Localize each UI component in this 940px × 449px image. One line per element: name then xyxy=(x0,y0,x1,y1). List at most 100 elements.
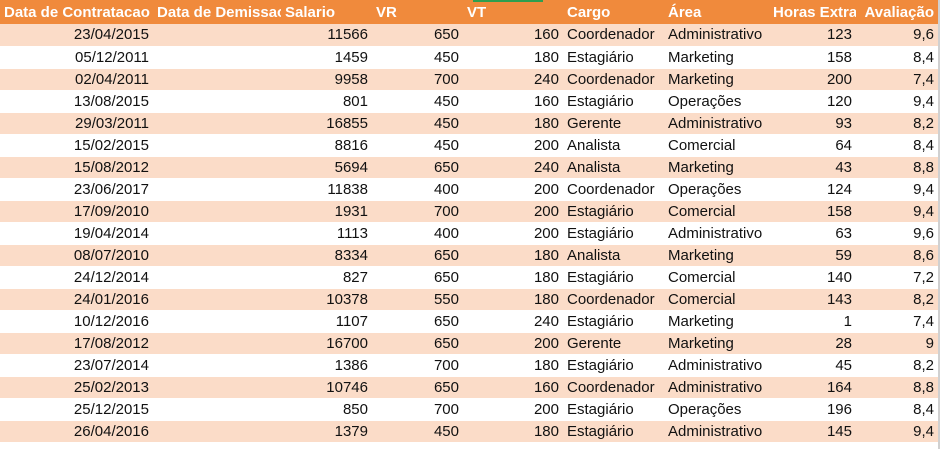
cell-area[interactable]: Comercial xyxy=(664,134,769,157)
cell-data-contratacao[interactable]: 26/04/2016 xyxy=(0,420,153,443)
cell-salario[interactable]: 1386 xyxy=(281,354,372,377)
cell-cargo[interactable]: Coordenador xyxy=(563,376,664,399)
cell-salario[interactable]: 8334 xyxy=(281,244,372,267)
cell-data-demissao[interactable] xyxy=(153,178,281,201)
cell-area[interactable]: Marketing xyxy=(664,332,769,355)
cell-avaliacao[interactable]: 7,4 xyxy=(856,68,938,91)
header-cargo[interactable]: Cargo xyxy=(563,0,664,24)
cell-data-demissao[interactable] xyxy=(153,46,281,69)
cell-avaliacao[interactable]: 9,6 xyxy=(856,24,938,47)
cell-area[interactable]: Marketing xyxy=(664,244,769,267)
cell-avaliacao[interactable]: 9,4 xyxy=(856,200,938,223)
cell-vt[interactable]: 240 xyxy=(463,68,563,91)
cell-salario[interactable]: 1931 xyxy=(281,200,372,223)
cell-data-demissao[interactable] xyxy=(153,134,281,157)
cell-avaliacao[interactable]: 8,8 xyxy=(856,376,938,399)
cell-avaliacao[interactable]: 8,4 xyxy=(856,46,938,69)
cell-area[interactable]: Marketing xyxy=(664,68,769,91)
cell-avaliacao[interactable]: 9,4 xyxy=(856,178,938,201)
cell-area[interactable]: Marketing xyxy=(664,46,769,69)
cell-horas-extras[interactable]: 143 xyxy=(769,288,856,311)
header-horas-extras[interactable]: Horas Extras xyxy=(769,0,856,24)
cell-horas-extras[interactable]: 158 xyxy=(769,200,856,223)
cell-horas-extras[interactable]: 63 xyxy=(769,222,856,245)
cell-cargo[interactable]: Estagiário xyxy=(563,46,664,69)
cell-vt[interactable]: 180 xyxy=(463,244,563,267)
cell-vt[interactable]: 240 xyxy=(463,310,563,333)
cell-horas-extras[interactable]: 28 xyxy=(769,332,856,355)
cell-data-demissao[interactable] xyxy=(153,420,281,443)
cell-cargo[interactable]: Gerente xyxy=(563,112,664,135)
cell-salario[interactable]: 10746 xyxy=(281,376,372,399)
cell-cargo[interactable]: Estagiário xyxy=(563,420,664,443)
cell-data-contratacao[interactable]: 15/08/2012 xyxy=(0,156,153,179)
cell-area[interactable]: Comercial xyxy=(664,288,769,311)
cell-cargo[interactable]: Estagiário xyxy=(563,310,664,333)
cell-avaliacao[interactable]: 7,2 xyxy=(856,266,938,289)
cell-area[interactable]: Administrativo xyxy=(664,24,769,47)
cell-data-demissao[interactable] xyxy=(153,398,281,421)
cell-vt[interactable]: 200 xyxy=(463,200,563,223)
cell-salario[interactable]: 1379 xyxy=(281,420,372,443)
cell-data-contratacao[interactable]: 19/04/2014 xyxy=(0,222,153,245)
cell-vr[interactable]: 650 xyxy=(372,376,463,399)
cell-horas-extras[interactable]: 124 xyxy=(769,178,856,201)
cell-salario[interactable]: 827 xyxy=(281,266,372,289)
cell-horas-extras[interactable]: 93 xyxy=(769,112,856,135)
cell-vr[interactable]: 450 xyxy=(372,90,463,113)
cell-horas-extras[interactable]: 164 xyxy=(769,376,856,399)
cell-vt[interactable]: 160 xyxy=(463,376,563,399)
cell-avaliacao[interactable]: 8,4 xyxy=(856,134,938,157)
cell-cargo[interactable]: Analista xyxy=(563,156,664,179)
cell-vr[interactable]: 450 xyxy=(372,46,463,69)
cell-cargo[interactable]: Estagiário xyxy=(563,398,664,421)
cell-horas-extras[interactable]: 120 xyxy=(769,90,856,113)
cell-data-demissao[interactable] xyxy=(153,222,281,245)
cell-area[interactable]: Administrativo xyxy=(664,420,769,443)
cell-data-demissao[interactable] xyxy=(153,310,281,333)
cell-vt[interactable]: 180 xyxy=(463,288,563,311)
cell-vr[interactable]: 700 xyxy=(372,354,463,377)
cell-data-contratacao[interactable]: 17/08/2012 xyxy=(0,332,153,355)
header-avaliacao[interactable]: Avaliação xyxy=(856,0,938,24)
cell-horas-extras[interactable]: 1 xyxy=(769,310,856,333)
cell-salario[interactable]: 1113 xyxy=(281,222,372,245)
cell-cargo[interactable]: Estagiário xyxy=(563,266,664,289)
cell-vr[interactable]: 700 xyxy=(372,200,463,223)
cell-data-demissao[interactable] xyxy=(153,244,281,267)
cell-data-demissao[interactable] xyxy=(153,24,281,47)
cell-horas-extras[interactable]: 43 xyxy=(769,156,856,179)
cell-data-contratacao[interactable]: 23/07/2014 xyxy=(0,354,153,377)
cell-avaliacao[interactable]: 8,8 xyxy=(856,156,938,179)
cell-vt[interactable]: 200 xyxy=(463,222,563,245)
cell-avaliacao[interactable]: 8,2 xyxy=(856,112,938,135)
cell-data-demissao[interactable] xyxy=(153,200,281,223)
cell-vr[interactable]: 650 xyxy=(372,266,463,289)
cell-data-contratacao[interactable]: 10/12/2016 xyxy=(0,310,153,333)
cell-data-demissao[interactable] xyxy=(153,288,281,311)
cell-data-contratacao[interactable]: 13/08/2015 xyxy=(0,90,153,113)
cell-avaliacao[interactable]: 9,6 xyxy=(856,222,938,245)
cell-data-contratacao[interactable]: 29/03/2011 xyxy=(0,112,153,135)
cell-data-demissao[interactable] xyxy=(153,376,281,399)
cell-avaliacao[interactable]: 8,2 xyxy=(856,288,938,311)
cell-vt[interactable]: 180 xyxy=(463,354,563,377)
cell-area[interactable]: Comercial xyxy=(664,266,769,289)
cell-data-demissao[interactable] xyxy=(153,354,281,377)
cell-data-demissao[interactable] xyxy=(153,156,281,179)
cell-data-demissao[interactable] xyxy=(153,68,281,91)
cell-vt[interactable]: 240 xyxy=(463,156,563,179)
cell-cargo[interactable]: Estagiário xyxy=(563,222,664,245)
cell-cargo[interactable]: Analista xyxy=(563,244,664,267)
header-vt[interactable]: VT xyxy=(463,0,563,24)
cell-data-contratacao[interactable]: 15/02/2015 xyxy=(0,134,153,157)
cell-area[interactable]: Administrativo xyxy=(664,112,769,135)
cell-cargo[interactable]: Estagiário xyxy=(563,90,664,113)
cell-vt[interactable]: 200 xyxy=(463,398,563,421)
cell-avaliacao[interactable]: 8,2 xyxy=(856,354,938,377)
header-area[interactable]: Área xyxy=(664,0,769,24)
cell-cargo[interactable]: Coordenador xyxy=(563,178,664,201)
cell-data-demissao[interactable] xyxy=(153,332,281,355)
cell-area[interactable]: Operações xyxy=(664,90,769,113)
cell-salario[interactable]: 1459 xyxy=(281,46,372,69)
